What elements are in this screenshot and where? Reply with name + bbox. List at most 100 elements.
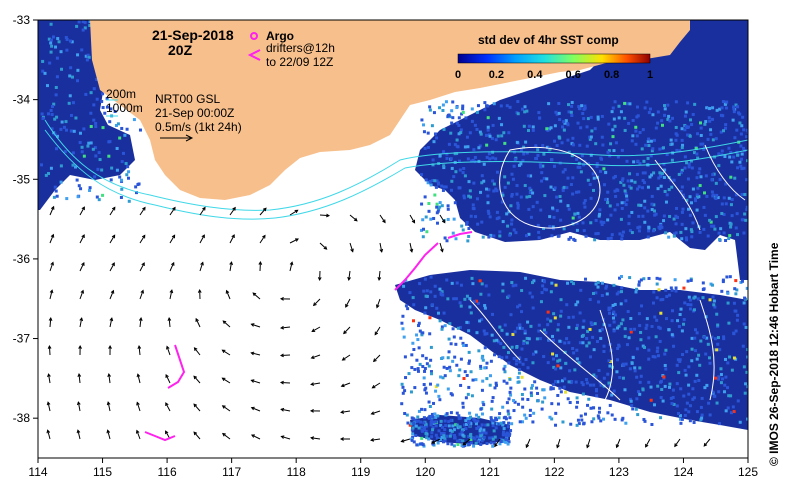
sst-pixel — [467, 362, 470, 365]
sst-pixel — [75, 25, 78, 28]
sst-pixel — [421, 331, 424, 334]
sst-pixel — [715, 313, 718, 316]
sst-pixel — [739, 165, 742, 168]
sst-pixel — [483, 304, 486, 307]
sst-pixel — [56, 75, 59, 78]
sst-pixel — [94, 154, 97, 157]
sst-pixel — [597, 281, 600, 284]
sst-pixel — [414, 434, 417, 437]
sst-pixel — [546, 318, 549, 321]
sst-pixel — [78, 20, 81, 23]
sst-pixel — [638, 366, 641, 369]
sst-pixel — [505, 438, 508, 441]
sst-pixel — [462, 228, 465, 231]
sst-pixel — [465, 396, 468, 399]
sst-pixel — [691, 166, 694, 169]
y-tick-label: -36 — [13, 252, 31, 266]
sst-pixel — [718, 348, 721, 351]
sst-pixel — [614, 125, 617, 128]
sst-pixel — [430, 372, 433, 375]
sst-pixel — [620, 237, 623, 240]
sst-pixel — [506, 401, 509, 404]
sst-pixel — [590, 197, 593, 200]
sst-pixel — [578, 144, 581, 147]
sst-pixel — [88, 56, 91, 59]
sst-pixel — [476, 435, 479, 438]
sst-pixel — [532, 412, 535, 415]
sst-pixel — [442, 434, 445, 437]
sst-pixel — [642, 128, 645, 131]
sst-pixel — [412, 422, 415, 425]
sst-pixel — [728, 234, 731, 237]
sst-pixel — [597, 417, 600, 420]
sst-pixel — [510, 422, 513, 425]
sst-pixel — [514, 231, 517, 234]
sst-pixel — [425, 392, 428, 395]
sst-pixel — [668, 188, 671, 191]
sst-pixel — [479, 434, 482, 437]
sst-pixel — [412, 303, 415, 306]
sst-pixel — [690, 359, 693, 362]
sst-pixel — [659, 327, 662, 330]
sst-pixel — [537, 330, 540, 333]
sst-pixel — [448, 338, 451, 341]
sst-pixel — [506, 225, 509, 228]
sst-pixel — [623, 117, 626, 120]
sst-pixel — [727, 147, 730, 150]
sst-pixel — [415, 359, 418, 362]
sst-pixel — [451, 424, 454, 427]
sst-pixel — [472, 203, 475, 206]
sst-pixel — [676, 364, 679, 367]
sst-pixel — [549, 186, 552, 189]
sst-pixel — [448, 366, 451, 369]
sst-pixel — [737, 111, 740, 114]
sst-pixel — [566, 177, 569, 180]
colorbar-tick-label: 0 — [455, 69, 461, 81]
sst-pixel — [715, 182, 718, 185]
sst-pixel — [556, 328, 559, 331]
sst-pixel — [693, 308, 696, 311]
sst-pixel — [508, 416, 511, 419]
sst-pixel — [658, 148, 661, 151]
sst-pixel — [524, 330, 527, 333]
sst-pixel — [622, 364, 625, 367]
sst-pixel — [688, 165, 691, 168]
sst-pixel — [426, 289, 429, 292]
sst-pixel — [401, 315, 404, 318]
sst-pixel — [572, 143, 575, 146]
sst-pixel — [721, 377, 724, 380]
sst-pixel — [48, 62, 51, 65]
sst-pixel — [444, 374, 447, 377]
sst-pixel — [519, 420, 522, 423]
sst-pixel — [643, 221, 646, 224]
sst-pixel — [606, 191, 609, 194]
sst-pixel — [447, 356, 450, 359]
sst-pixel — [698, 364, 701, 367]
sst-pixel — [439, 154, 442, 157]
sst-pixel — [493, 429, 496, 432]
sst-pixel — [638, 312, 641, 315]
sst-pixel — [592, 406, 595, 409]
sst-pixel — [612, 311, 615, 314]
sst-pixel — [518, 380, 521, 383]
sst-pixel — [102, 106, 105, 109]
sst-pixel — [89, 186, 92, 189]
sst-pixel — [443, 366, 446, 369]
sst-pixel — [606, 151, 609, 154]
sst-pixel — [562, 171, 565, 174]
sst-pixel — [495, 339, 498, 342]
sst-pixel — [521, 393, 524, 396]
sst-pixel — [417, 370, 420, 373]
sst-pixel — [696, 331, 699, 334]
sst-pixel — [650, 140, 653, 143]
x-tick-label: 117 — [222, 465, 241, 479]
sst-pixel — [582, 393, 585, 396]
sst-pixel — [612, 176, 615, 179]
sst-pixel — [464, 145, 467, 148]
sst-pixel — [415, 443, 418, 446]
sst-pixel — [559, 366, 562, 369]
sst-pixel — [444, 236, 447, 239]
sst-pixel — [625, 195, 628, 198]
sst-pixel — [513, 165, 516, 168]
sst-pixel — [732, 107, 735, 110]
